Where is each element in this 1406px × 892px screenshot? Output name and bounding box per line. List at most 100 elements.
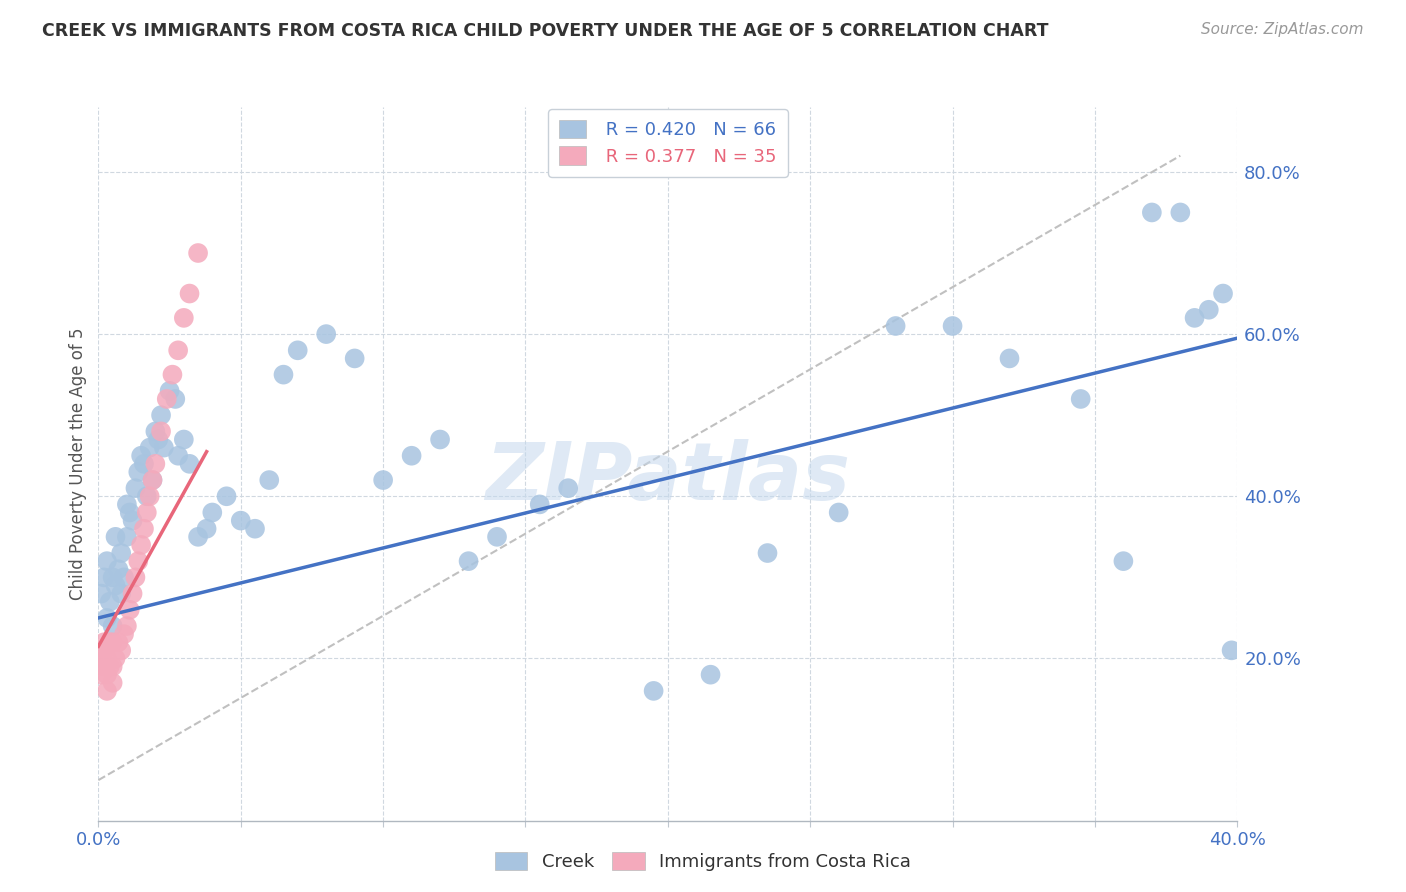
Point (167, 449, 190, 463)
Point (153, 441, 176, 455)
Point (124, 570, 146, 584)
Point (273, 368, 295, 382)
Point (101, 659, 124, 673)
Point (129, 538, 152, 552)
Point (121, 514, 143, 528)
Text: Source: ZipAtlas.com: Source: ZipAtlas.com (1201, 22, 1364, 37)
Point (259, 473, 281, 487)
Point (127, 465, 149, 479)
Point (998, 351, 1021, 366)
Point (343, 351, 366, 366)
Point (1212, 286, 1234, 301)
Point (942, 318, 965, 333)
Point (115, 530, 138, 544)
Point (121, 586, 143, 600)
Point (96, 554, 118, 568)
Point (287, 343, 309, 358)
Point (429, 433, 451, 447)
Point (557, 481, 579, 495)
Point (93, 659, 115, 673)
Point (101, 619, 124, 633)
Point (315, 327, 337, 342)
Legend:  R = 0.420   N = 66,  R = 0.377   N = 35: R = 0.420 N = 66, R = 0.377 N = 35 (548, 109, 787, 177)
Point (1198, 302, 1220, 317)
Point (110, 643, 132, 657)
Point (101, 675, 124, 690)
Point (179, 457, 201, 471)
Point (373, 473, 395, 487)
Point (90, 667, 112, 681)
Point (643, 684, 665, 698)
Point (112, 570, 135, 584)
Point (138, 489, 160, 503)
Point (96, 651, 118, 665)
Point (529, 497, 551, 511)
Point (107, 562, 129, 576)
Point (96, 667, 118, 681)
Point (1184, 310, 1206, 325)
Point (150, 408, 173, 422)
Point (104, 578, 127, 592)
Point (1220, 643, 1243, 657)
Point (828, 506, 851, 520)
Point (110, 586, 132, 600)
Point (148, 433, 170, 447)
Point (1140, 205, 1163, 219)
Point (173, 310, 195, 325)
Point (107, 635, 129, 649)
Point (1170, 205, 1192, 219)
Point (243, 522, 266, 536)
Point (141, 473, 163, 487)
Point (101, 570, 124, 584)
Point (215, 489, 238, 503)
Y-axis label: Child Poverty Under the Age of 5: Child Poverty Under the Age of 5 (69, 327, 87, 600)
Point (1070, 392, 1092, 406)
Point (90, 586, 112, 600)
Point (145, 457, 167, 471)
Point (115, 619, 138, 633)
Point (201, 506, 224, 520)
Point (756, 546, 779, 560)
Point (699, 667, 721, 681)
Point (1112, 554, 1135, 568)
Point (457, 554, 479, 568)
Point (93, 643, 115, 657)
Point (98, 595, 121, 609)
Point (129, 449, 152, 463)
Point (195, 522, 218, 536)
Point (104, 651, 127, 665)
Point (173, 433, 195, 447)
Point (486, 530, 509, 544)
Point (101, 635, 124, 649)
Point (96, 611, 118, 625)
Point (110, 546, 132, 560)
Point (98, 659, 121, 673)
Point (165, 392, 187, 406)
Point (132, 457, 155, 471)
Point (93, 570, 115, 584)
Point (132, 522, 155, 536)
Point (229, 514, 252, 528)
Point (884, 318, 907, 333)
Point (90, 651, 112, 665)
Point (118, 603, 141, 617)
Point (150, 425, 173, 439)
Point (115, 497, 138, 511)
Point (127, 554, 149, 568)
Point (104, 530, 127, 544)
Point (162, 368, 184, 382)
Text: ZIPatlas: ZIPatlas (485, 439, 851, 517)
Point (96, 684, 118, 698)
Point (124, 481, 146, 495)
Legend: Creek, Immigrants from Costa Rica: Creek, Immigrants from Costa Rica (488, 845, 918, 879)
Point (187, 530, 209, 544)
Point (98, 635, 121, 649)
Point (159, 384, 181, 398)
Point (135, 506, 157, 520)
Point (138, 441, 160, 455)
Point (179, 286, 201, 301)
Point (401, 449, 423, 463)
Point (145, 425, 167, 439)
Point (118, 506, 141, 520)
Point (167, 343, 190, 358)
